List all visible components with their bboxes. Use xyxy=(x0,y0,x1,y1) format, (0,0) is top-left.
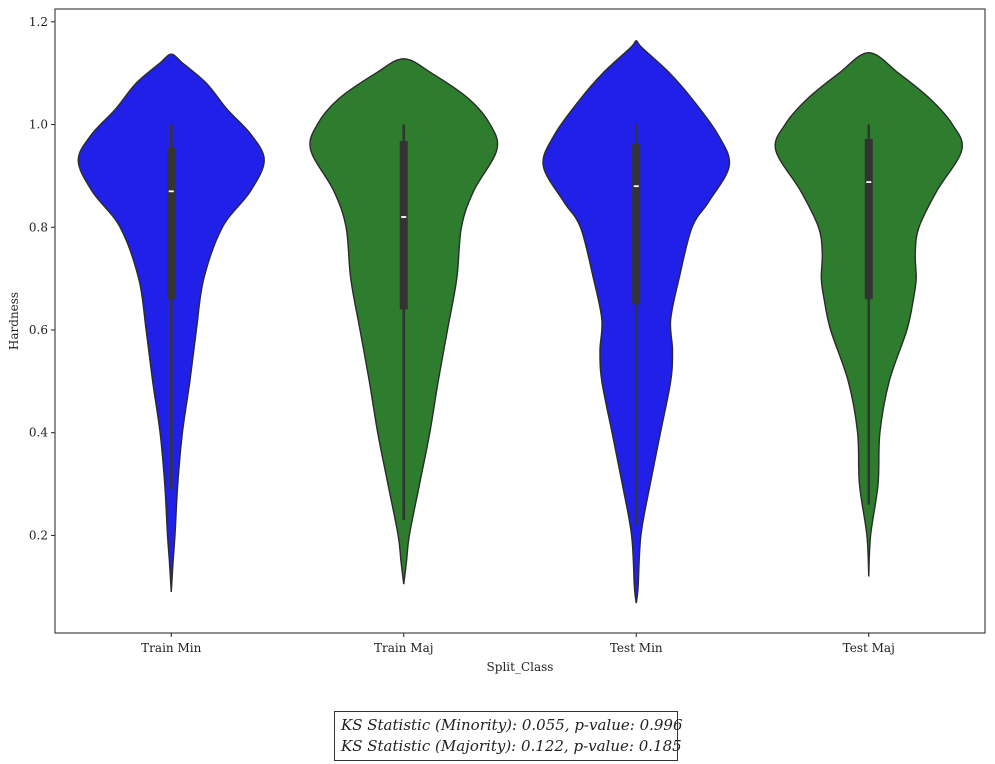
y-tick-label: 1.2 xyxy=(29,15,48,29)
ks-majority-line: KS Statistic (Majority): 0.122, p-value:… xyxy=(341,737,682,755)
violins-group xyxy=(77,40,964,604)
y-tick-label: 0.6 xyxy=(29,323,48,337)
y-tick-label: 1.0 xyxy=(29,118,48,132)
x-tick-label: Train Min xyxy=(141,641,201,655)
y-tick-label: 0.8 xyxy=(29,220,48,234)
violin-iqr-box xyxy=(399,140,408,310)
x-tick-label: Test Maj xyxy=(843,641,895,655)
x-axis-label: Split_Class xyxy=(487,660,554,674)
violin-iqr-box xyxy=(167,147,176,300)
x-axis: Train Min Train Maj Test Min Test Maj xyxy=(141,633,895,655)
plot-frame xyxy=(54,8,986,634)
y-tick-label: 0.2 xyxy=(29,528,48,542)
violin-iqr-box xyxy=(864,138,873,300)
y-axis-label: Hardness xyxy=(7,292,21,350)
x-tick-label: Train Maj xyxy=(374,641,433,655)
x-tick-label: Test Min xyxy=(610,641,663,655)
violin-iqr-box xyxy=(632,144,641,305)
y-tick-label: 0.4 xyxy=(29,426,48,440)
ks-statistic-box: KS Statistic (Minority): 0.055, p-value:… xyxy=(334,711,683,761)
y-axis: 0.2 0.4 0.6 0.8 1.0 1.2 xyxy=(29,15,55,542)
ks-minority-line: KS Statistic (Minority): 0.055, p-value:… xyxy=(341,716,683,734)
violin-chart: 0.2 0.4 0.6 0.8 1.0 1.2 Train Min Train Maj Tes… xyxy=(7,8,986,674)
